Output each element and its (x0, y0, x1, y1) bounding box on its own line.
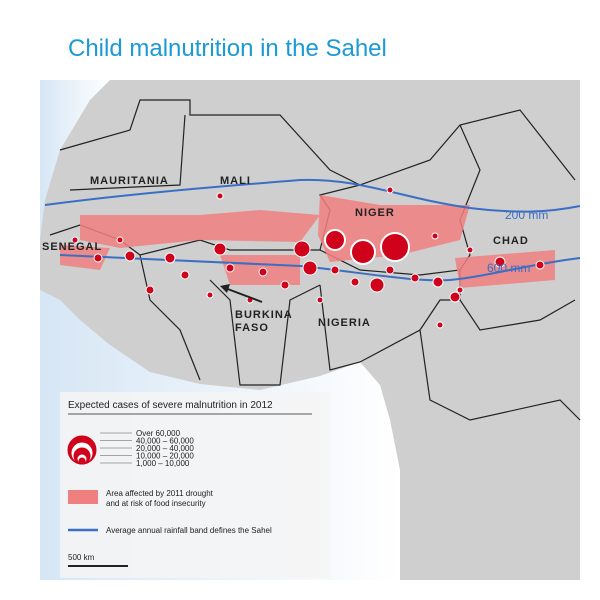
case-circle (71, 236, 79, 244)
drought-area (60, 245, 110, 270)
case-circle (410, 273, 420, 283)
labels: MAURITANIA MALI NIGER CHAD SENEGAL BURKINAFAS… (42, 175, 548, 334)
case-circle (456, 286, 464, 294)
case-circle (466, 246, 474, 254)
case-circle (324, 229, 346, 251)
legend-title: Expected cases of severe malnutrition in… (68, 400, 273, 411)
case-circle (350, 239, 376, 265)
border (139, 254, 201, 381)
border (319, 284, 460, 371)
legend-size-label: 10,000 – 20,000 (136, 452, 194, 461)
case-circle (330, 265, 340, 275)
case-circle (145, 285, 155, 295)
country-label: BURKINA (235, 309, 293, 321)
case-circle (93, 253, 103, 263)
case-circle (116, 236, 124, 244)
legend-text: Area affected by 2011 drought (106, 489, 214, 498)
case-circle (280, 280, 290, 290)
case-circle (164, 252, 176, 264)
case-circle (350, 277, 360, 287)
country-label: MALI (220, 175, 251, 187)
country-label: FASO (235, 322, 269, 334)
case-circle (432, 276, 444, 288)
case-circle (302, 260, 318, 276)
legend-size-label: 1,000 – 10,000 (136, 459, 190, 468)
case-circle (180, 270, 190, 280)
legend-size-label: Over 60,000 (136, 429, 181, 438)
rainfall-line (59, 254, 581, 282)
arrow-head (220, 284, 230, 293)
case-circle (213, 242, 227, 256)
border (69, 114, 186, 191)
scale-label: 500 km (68, 553, 95, 562)
legend-size-label: 20,000 – 40,000 (136, 444, 194, 453)
case-circle (225, 263, 235, 273)
legend-panel (60, 392, 330, 578)
case-circle (449, 291, 461, 303)
case-circle (124, 250, 136, 262)
rainfall-line (44, 178, 581, 213)
border (59, 99, 576, 186)
country-label: SENEGAL (42, 241, 102, 253)
case-circle (293, 240, 311, 258)
country-label: NIGERIA (318, 317, 371, 329)
arrow (224, 287, 263, 303)
legend-text: and at risk of food insecurity (106, 499, 206, 508)
legend-drought-swatch (68, 490, 98, 504)
case-circle (369, 277, 385, 293)
rainfall-label: 200 mm (505, 208, 548, 222)
legend-text: Average annual rainfall band defines the… (106, 526, 272, 535)
case-circle (494, 256, 506, 268)
case-circle (431, 232, 439, 240)
case-circle (216, 192, 224, 200)
case-circle (316, 296, 324, 304)
country-label: NIGER (355, 207, 395, 219)
rainfall-label: 600 mm (487, 261, 530, 275)
case-circles (71, 186, 545, 329)
case-circle (386, 186, 394, 194)
case-circle (385, 265, 395, 275)
sea-north (40, 80, 110, 240)
case-circle (258, 267, 268, 277)
border (209, 279, 321, 386)
country-label: CHAD (493, 235, 529, 247)
border (419, 329, 581, 421)
drought-area (455, 250, 555, 288)
legend-circle (78, 457, 86, 465)
case-circle (535, 260, 545, 270)
legend-size-label: 40,000 – 60,000 (136, 437, 194, 446)
case-circle (436, 321, 444, 329)
drought-area (80, 210, 320, 248)
case-circle (206, 291, 214, 299)
case-circle (380, 232, 410, 262)
country-label: MAURITANIA (90, 175, 169, 187)
title: Child malnutrition in the Sahel (68, 35, 387, 62)
